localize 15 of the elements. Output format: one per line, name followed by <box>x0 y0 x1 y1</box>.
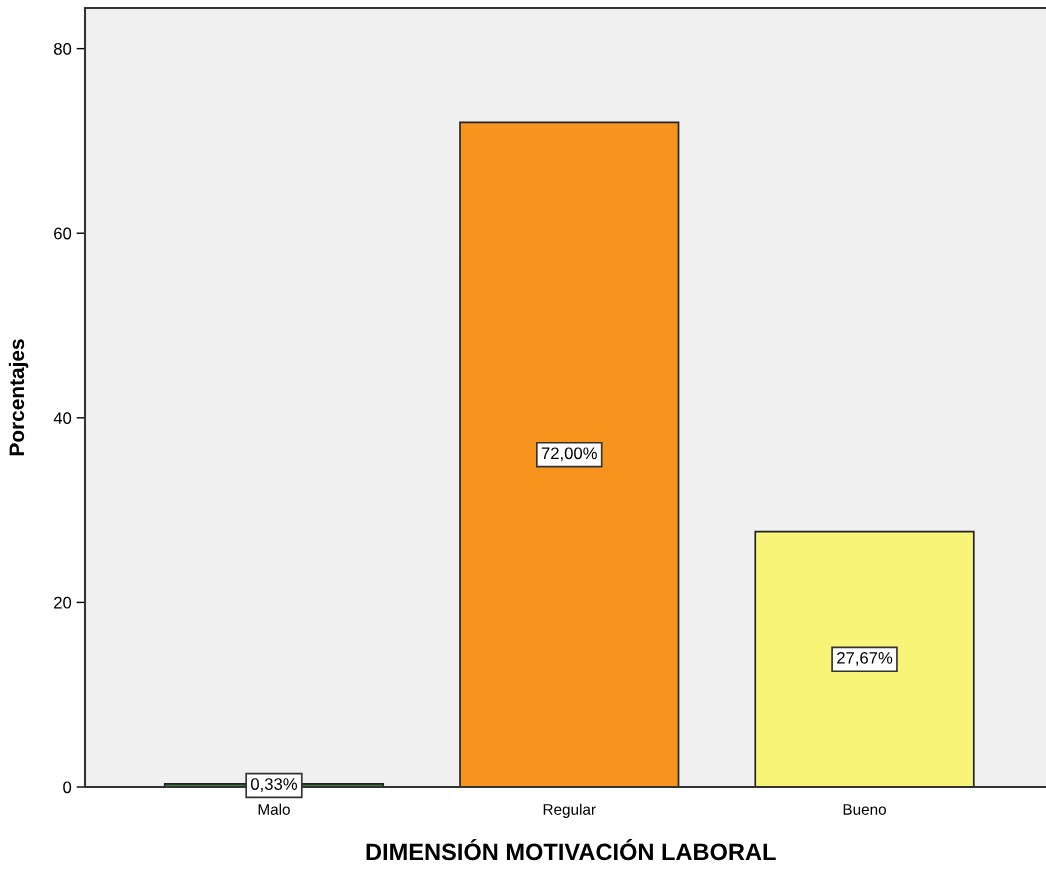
data-label: 72,00% <box>541 447 597 462</box>
y-tick-label: 40 <box>53 412 72 425</box>
y-axis-title: Porcentajes <box>8 339 29 456</box>
data-label: 27,67% <box>837 651 893 666</box>
x-tick-label: Bueno <box>843 804 886 815</box>
x-tick-label: Malo <box>258 803 290 815</box>
bar <box>459 121 680 787</box>
x-axis-title: DIMENSIÓN MOTIVACIÓN LABORAL <box>366 839 776 861</box>
y-tick-label: 60 <box>54 227 72 240</box>
x-tick-label: Regular <box>543 803 596 818</box>
data-label: 0,33% <box>251 778 298 792</box>
y-tick-label: 20 <box>54 596 72 609</box>
bar <box>754 530 975 787</box>
y-tick-label: 0 <box>63 781 72 794</box>
y-tick-label: 80 <box>53 43 72 55</box>
